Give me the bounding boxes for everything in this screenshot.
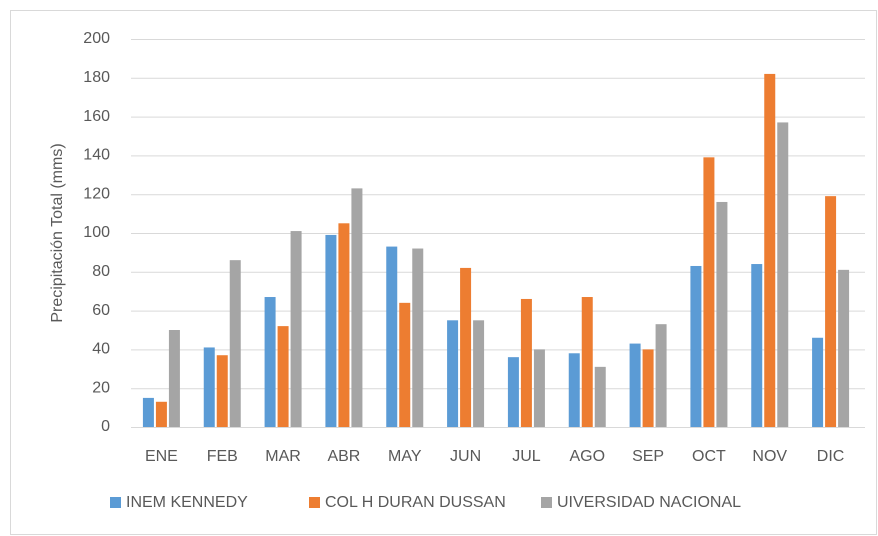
x-tick-label: JUN [450, 448, 481, 465]
y-tick-label: 200 [83, 30, 110, 47]
bar [338, 223, 350, 427]
bar [290, 231, 302, 427]
x-tick-label: JUL [512, 448, 541, 465]
bar [155, 401, 167, 427]
x-tick-label: AGO [569, 448, 605, 465]
bar [277, 326, 289, 427]
x-tick-label: NOV [752, 448, 787, 465]
y-tick-label: 60 [92, 302, 110, 319]
x-tick-label: FEB [207, 448, 238, 465]
bar [386, 246, 398, 427]
bar [229, 260, 241, 427]
x-tick-label: MAR [265, 448, 301, 465]
bar [142, 397, 154, 427]
y-tick-label: 0 [101, 418, 110, 435]
bar [838, 269, 850, 427]
legend-label: UIVERSIDAD NACIONAL [557, 494, 741, 511]
bar [812, 337, 824, 427]
y-tick-label: 20 [92, 379, 110, 396]
bar [325, 234, 337, 427]
bar [520, 298, 532, 427]
bar [568, 353, 580, 427]
legend-swatch [541, 497, 552, 508]
bar [655, 324, 667, 427]
bar [168, 330, 180, 427]
x-tick-label: MAY [388, 448, 422, 465]
y-tick-label: 140 [83, 147, 110, 164]
y-tick-label: 160 [83, 108, 110, 125]
bar [399, 302, 411, 427]
x-tick-label: SEP [632, 448, 664, 465]
bar [751, 264, 763, 427]
bar [825, 196, 837, 427]
bar [594, 366, 606, 427]
bar [629, 343, 641, 427]
bar [690, 265, 702, 427]
y-tick-label: 80 [92, 263, 110, 280]
legend-swatch [110, 497, 121, 508]
y-axis-title: Precipitación Total (mms) [49, 143, 66, 322]
bar [216, 355, 228, 427]
legend-label: INEM KENNEDY [126, 494, 248, 511]
x-tick-label: ABR [327, 448, 360, 465]
bar [777, 122, 789, 428]
bar [460, 267, 472, 427]
y-tick-label: 100 [83, 224, 110, 241]
x-tick-label: OCT [692, 448, 726, 465]
y-tick-label: 40 [92, 341, 110, 358]
bar [264, 297, 276, 427]
bar [642, 349, 654, 427]
y-tick-label: 180 [83, 69, 110, 86]
x-tick-label: DIC [817, 448, 845, 465]
bar [764, 73, 776, 428]
bar [703, 157, 715, 427]
x-tick-label: ENE [145, 448, 178, 465]
bar [447, 320, 459, 427]
legend-swatch [309, 497, 320, 508]
bar [203, 347, 215, 427]
bar [412, 248, 424, 427]
y-tick-label: 120 [83, 185, 110, 202]
bar [473, 320, 485, 427]
bar [581, 297, 593, 427]
bar [351, 188, 363, 427]
bar [716, 201, 728, 427]
bar [507, 357, 519, 427]
legend-label: COL H DURAN DUSSAN [325, 494, 506, 511]
bar [533, 349, 545, 427]
